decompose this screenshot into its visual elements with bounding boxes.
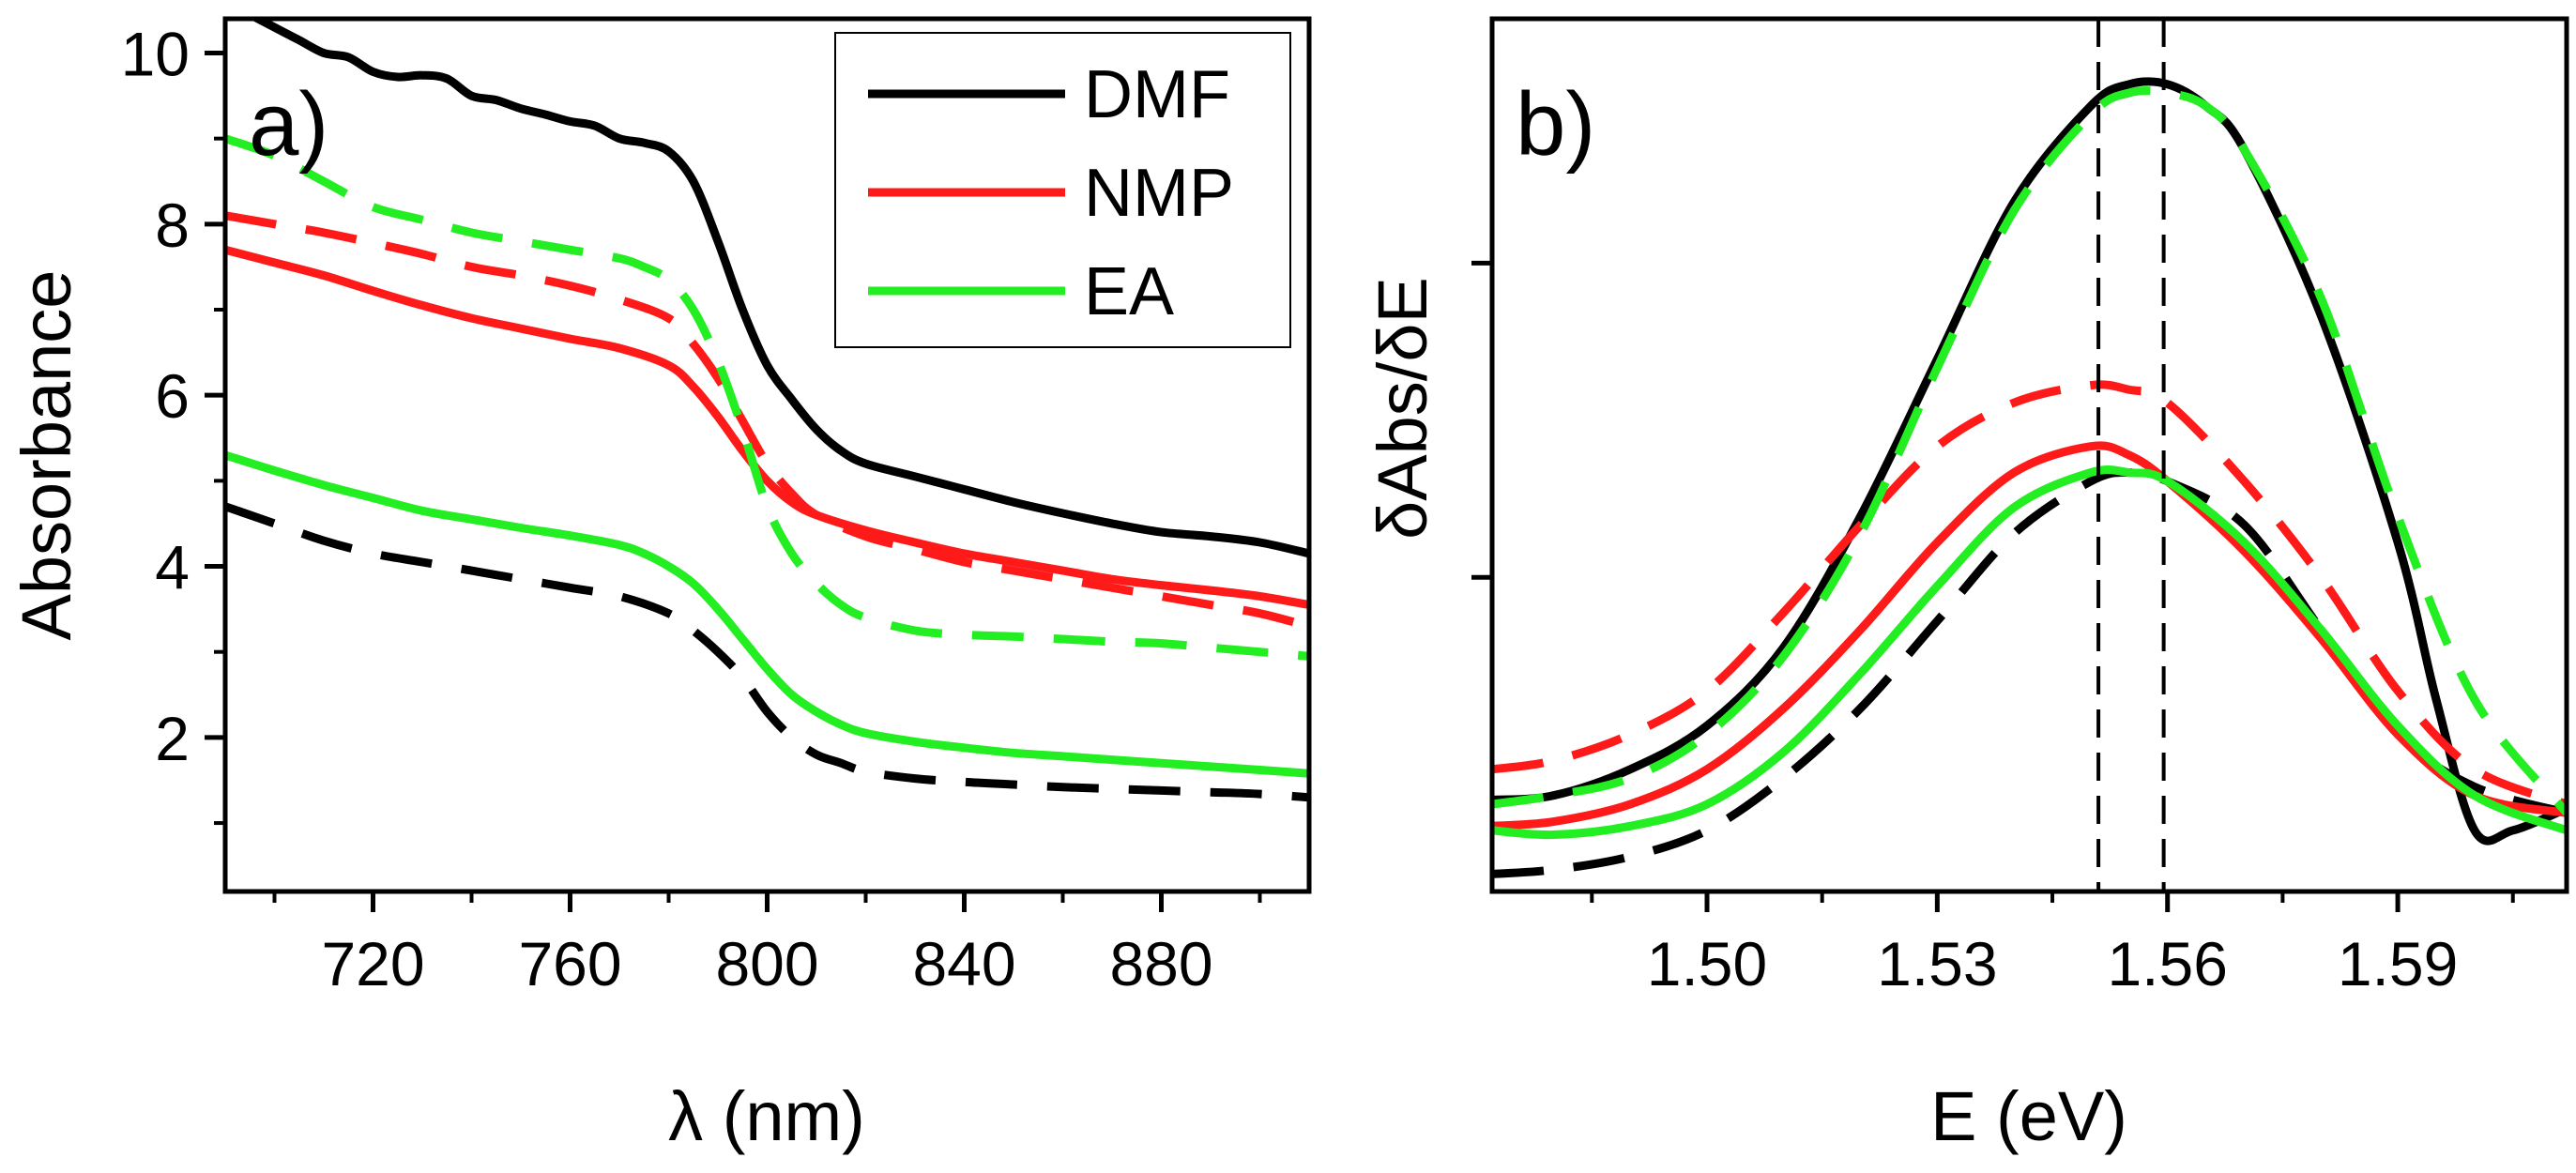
panel-a-chart: 720 760 800 840 880 2 4 6 8 10 a) λ (nm) Absorban… [8, 16, 1312, 1155]
panel-a-ytick-label: 10 [121, 19, 190, 88]
panel-b-ylabel: δAbs/δE [1364, 277, 1441, 540]
panel-b-series-dmf-solid [1492, 77, 2567, 845]
legend-label-dmf: DMF [1084, 57, 1230, 132]
legend-label-nmp: NMP [1084, 156, 1234, 231]
panel-b-frame [1489, 16, 2569, 894]
panel-b-curves [1492, 77, 2567, 878]
legend-label-ea: EA [1084, 254, 1174, 329]
panel-a-ytick-label: 2 [155, 704, 190, 773]
panel-a-xtick-label: 840 [912, 929, 1015, 998]
panel-b-xlabel: E (eV) [1930, 1077, 2127, 1155]
panel-a-ylabel: Absorbance [8, 270, 85, 641]
panel-a-series-nmp-dashed [225, 211, 1309, 631]
panel-b-ticks: 1.50 1.53 1.56 1.59 [1471, 260, 2515, 998]
panel-a-xtick-label: 760 [518, 929, 621, 998]
panel-b-series-dmf-dashed [1492, 468, 2567, 878]
panel-b-xtick-label: 1.53 [1877, 929, 1997, 998]
panel-a-xtick-label: 720 [321, 929, 424, 998]
panel-a-series-ea-solid [225, 450, 1309, 778]
panel-b-series-nmp-solid [1492, 441, 2567, 830]
panel-b-chart: 1.50 1.53 1.56 1.59 b) E (eV) δAbs/δE [1364, 16, 2569, 1155]
panel-a-xlabel: λ (nm) [668, 1077, 865, 1155]
panel-b-reference-lines [2096, 19, 2166, 891]
panel-a-ytick-label: 8 [155, 190, 190, 260]
panel-b-xtick-label: 1.59 [2338, 929, 2458, 998]
panel-a-ticks: 720 760 800 840 880 2 4 6 8 10 [121, 19, 1262, 998]
panel-a-ytick-label: 6 [155, 361, 190, 431]
panel-a-label: a) [249, 74, 328, 175]
panel-b-series-ea-solid [1492, 465, 2567, 840]
panel-a-curves [225, 19, 1309, 802]
panel-b-label: b) [1516, 74, 1595, 175]
panel-a-series-dmf-dashed [225, 502, 1309, 802]
legend: DMF NMP EA [834, 32, 1291, 348]
panel-b-series-ea-dashed [1492, 86, 2567, 816]
panel-a-series-ea-dashed [225, 134, 1309, 661]
panel-a-xtick-label: 880 [1109, 929, 1212, 998]
panel-a-series-dmf-solid [249, 19, 1309, 558]
panel-a-xtick-label: 800 [715, 929, 818, 998]
panel-b-xtick-label: 1.56 [2107, 929, 2227, 998]
panel-b-series-nmp-dashed [1492, 380, 2567, 809]
panel-b-xtick-label: 1.50 [1647, 929, 1767, 998]
panel-a-ytick-label: 4 [155, 533, 190, 602]
